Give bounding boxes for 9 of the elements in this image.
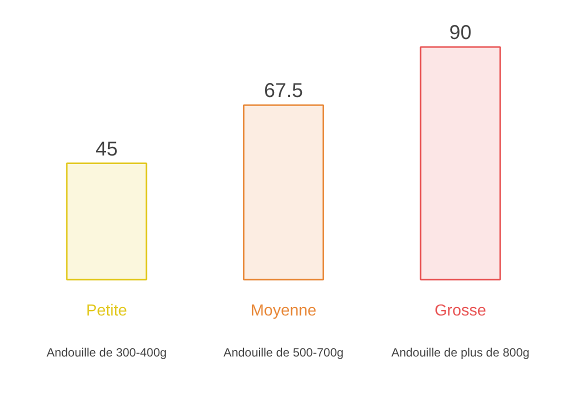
data-label: 45 bbox=[96, 138, 118, 160]
x-tick-label: Petite bbox=[86, 302, 128, 320]
text: Andouille de 500-700g bbox=[223, 346, 344, 360]
data-label: 90 bbox=[449, 22, 472, 44]
x-tick-label: Moyenne bbox=[250, 302, 317, 320]
text: Andouille de 300-400g bbox=[46, 346, 167, 360]
x-tick-label: Grosse bbox=[434, 302, 486, 320]
text: Andouille de plus de 800g bbox=[391, 346, 530, 360]
data-label: 67.5 bbox=[264, 80, 303, 102]
